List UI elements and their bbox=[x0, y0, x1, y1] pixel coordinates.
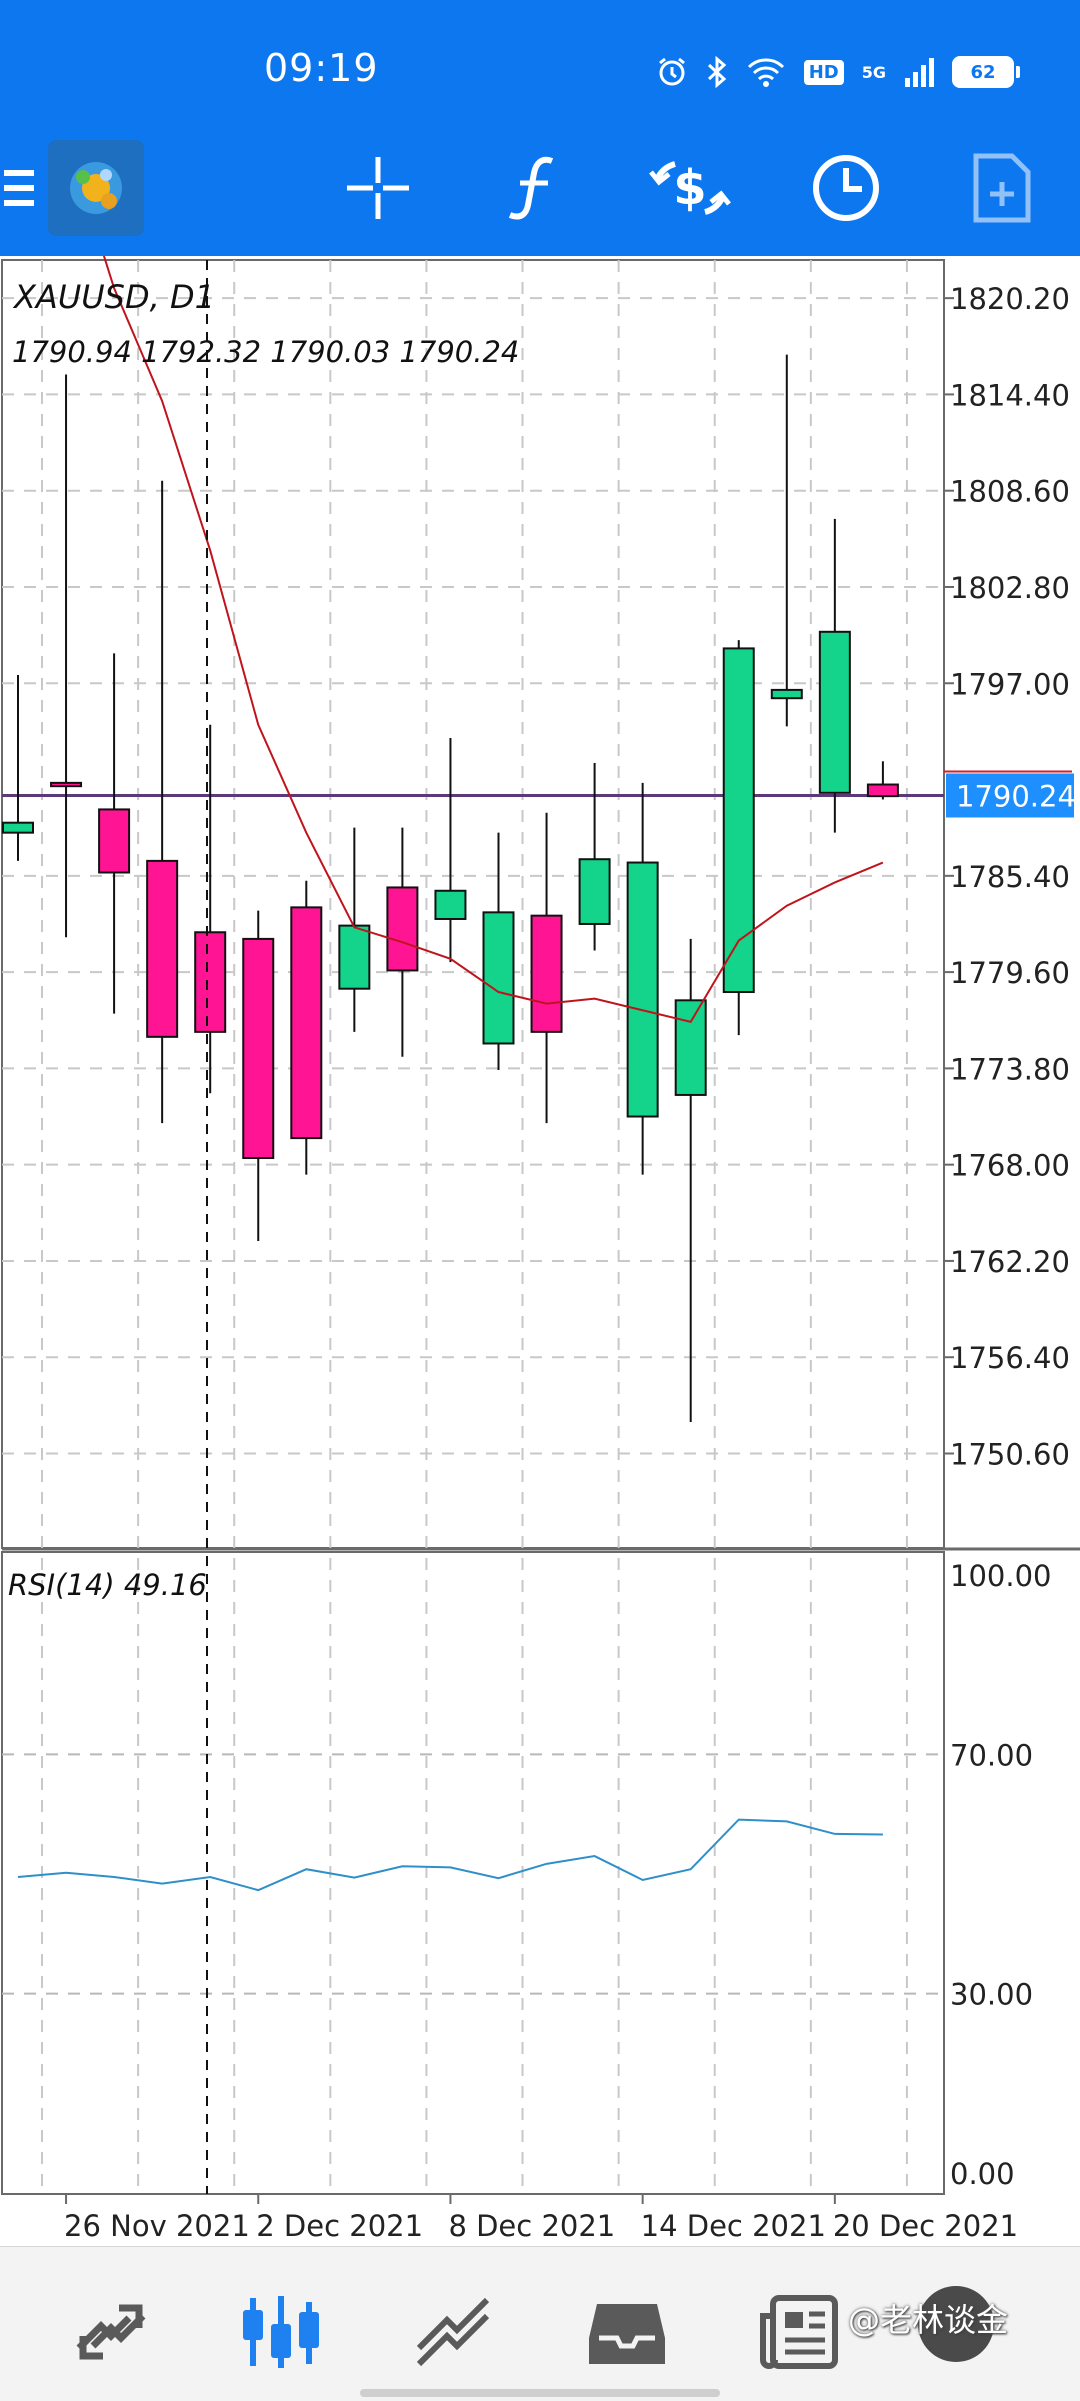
price-tick-label: 1756.40 bbox=[950, 1341, 1070, 1375]
rsi-line bbox=[17, 1818, 883, 1892]
alarm-icon bbox=[658, 57, 685, 86]
top-bar: 09:19 HD 5G 62 $ bbox=[0, 0, 1080, 256]
date-label: 2 Dec 2021 bbox=[256, 2209, 423, 2243]
signal-icon bbox=[905, 58, 934, 87]
home-indicator[interactable] bbox=[360, 2389, 720, 2397]
main-chart-frame bbox=[1, 259, 945, 1549]
date-label: 20 Dec 2021 bbox=[833, 2209, 1018, 2243]
battery-level: 62 bbox=[970, 61, 996, 83]
price-tick-label: 1785.40 bbox=[950, 860, 1070, 894]
candle bbox=[770, 354, 803, 727]
date-label: 8 Dec 2021 bbox=[448, 2209, 615, 2243]
status-time: 09:19 bbox=[264, 46, 379, 90]
candle-body bbox=[674, 999, 707, 1096]
date-label: 26 Nov 2021 bbox=[64, 2209, 250, 2243]
candle bbox=[98, 653, 131, 1014]
candle bbox=[578, 762, 611, 951]
candle bbox=[242, 910, 275, 1242]
battery-icon: 62 bbox=[952, 56, 1020, 88]
candle-body bbox=[242, 937, 275, 1160]
candle bbox=[194, 724, 227, 1094]
news-nav-icon[interactable] bbox=[754, 2287, 844, 2377]
price-tick-label: 1762.20 bbox=[950, 1245, 1070, 1279]
candle-body bbox=[818, 630, 851, 794]
menu-icon[interactable] bbox=[0, 160, 40, 216]
candle-body bbox=[530, 914, 563, 1033]
candle-body bbox=[98, 808, 131, 874]
candle-body bbox=[626, 861, 659, 1118]
candle-body bbox=[146, 859, 179, 1038]
price-tick-label: 1808.60 bbox=[950, 475, 1070, 509]
symbol-label: XAUUSD, D1 bbox=[12, 278, 215, 316]
price-tick-label: 1797.00 bbox=[950, 667, 1070, 701]
ohlc-label: 1790.94 1792.32 1790.03 1790.24 bbox=[12, 335, 519, 369]
indicators-icon[interactable] bbox=[498, 152, 570, 224]
date-label: 14 Dec 2021 bbox=[641, 2209, 826, 2243]
candle-body bbox=[194, 931, 227, 1033]
watermark: @老林谈金 bbox=[848, 2301, 1009, 2339]
candle-body bbox=[866, 783, 899, 798]
price-tick-label: 1779.60 bbox=[950, 956, 1070, 990]
crosshair-icon[interactable] bbox=[342, 152, 414, 224]
hd-badge: HD bbox=[803, 59, 844, 85]
current-price-label-bg bbox=[946, 773, 1074, 818]
timeframe-icon[interactable] bbox=[808, 150, 884, 226]
status-icons: HD 5G 62 bbox=[656, 52, 1020, 92]
candle bbox=[530, 812, 563, 1124]
candle-body bbox=[290, 906, 323, 1140]
quotes-icon[interactable] bbox=[66, 2287, 156, 2377]
candle bbox=[50, 374, 83, 938]
candle-body bbox=[338, 924, 371, 990]
candle bbox=[626, 782, 659, 1175]
candle bbox=[482, 832, 515, 1071]
candle-body bbox=[434, 889, 467, 920]
price-tick-label: 1802.80 bbox=[950, 571, 1070, 605]
bluetooth-icon bbox=[707, 56, 726, 88]
trade-nav-icon[interactable] bbox=[408, 2287, 498, 2377]
metatrader-logo[interactable] bbox=[48, 140, 144, 236]
chart-area[interactable]: 1820.20 1814.40 1808.60 1802.80 1797.00 1785.… bbox=[0, 135, 1080, 2246]
candle bbox=[434, 738, 467, 963]
chart-nav-icon[interactable] bbox=[236, 2287, 326, 2377]
history-nav-icon[interactable] bbox=[582, 2287, 672, 2377]
candle bbox=[2, 674, 34, 861]
chart-canvas[interactable]: 1820.20 1814.40 1808.60 1802.80 1797.00 1785.… bbox=[0, 135, 1080, 2246]
candle-body bbox=[578, 858, 611, 925]
candle-body bbox=[482, 911, 515, 1045]
candle-body bbox=[50, 781, 83, 788]
new-template-icon[interactable] bbox=[966, 150, 1038, 226]
candle bbox=[290, 880, 323, 1175]
rsi-tick-label: 30.00 bbox=[950, 1978, 1033, 2012]
candle bbox=[722, 640, 755, 1036]
current-price-label: 1790.24 bbox=[956, 779, 1076, 813]
price-tick-label: 1750.60 bbox=[950, 1438, 1070, 1472]
rsi-tick-label: 70.00 bbox=[950, 1738, 1033, 1772]
candle-body bbox=[2, 821, 34, 834]
candle bbox=[818, 518, 851, 833]
candle-body bbox=[770, 688, 803, 700]
bottom-nav: @老林谈金 bbox=[0, 2246, 1080, 2401]
candle bbox=[146, 480, 179, 1124]
rsi-tick-label: 100.00 bbox=[950, 1559, 1051, 1593]
rsi-tick-label: 0.00 bbox=[950, 2157, 1015, 2191]
moving-average-line bbox=[65, 135, 884, 1024]
candle-body bbox=[386, 886, 419, 972]
svg-text:$: $ bbox=[673, 160, 706, 216]
price-tick-label: 1768.00 bbox=[950, 1149, 1070, 1183]
network-label: 5G bbox=[861, 62, 886, 82]
trade-icon[interactable]: $ bbox=[648, 150, 732, 226]
wifi-icon bbox=[747, 58, 784, 87]
price-tick-label: 1814.40 bbox=[950, 378, 1070, 412]
rsi-label: RSI(14) 49.16 bbox=[8, 1568, 207, 1602]
price-tick-label: 1820.20 bbox=[950, 282, 1070, 316]
avatar bbox=[918, 2286, 994, 2362]
rsi-panel-frame bbox=[1, 1551, 945, 2195]
candle bbox=[866, 761, 899, 800]
candle bbox=[674, 938, 707, 1422]
candle-body bbox=[722, 647, 755, 994]
price-tick-label: 1773.80 bbox=[950, 1052, 1070, 1086]
